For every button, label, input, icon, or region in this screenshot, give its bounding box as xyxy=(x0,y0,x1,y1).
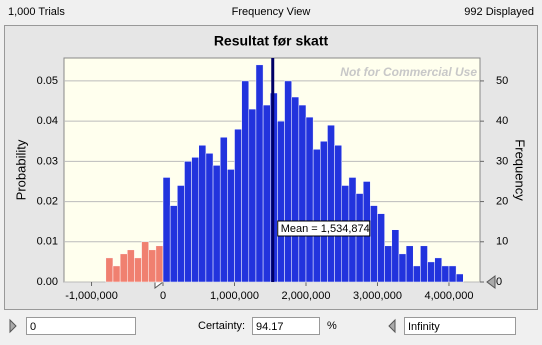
bar xyxy=(284,80,292,283)
displayed: 992 Displayed xyxy=(464,6,534,18)
y2-axis-label: Frequency xyxy=(513,139,528,201)
x-tick-label: 2,000,000 xyxy=(282,290,331,302)
bar xyxy=(262,104,271,283)
lower-arrow[interactable] xyxy=(9,318,17,334)
bar xyxy=(427,261,435,283)
x-tick-label: 3,000,000 xyxy=(353,290,402,302)
certainty-input[interactable]: 94.17 xyxy=(252,317,320,335)
y-tick-label: 0.04 xyxy=(37,115,58,127)
bar xyxy=(205,153,214,283)
bar xyxy=(141,241,149,283)
bar xyxy=(370,205,378,283)
y-tick-label: 0.01 xyxy=(37,236,58,248)
bar xyxy=(420,245,428,283)
bar xyxy=(377,213,385,283)
y-tick-label: 0.03 xyxy=(37,155,58,167)
bar xyxy=(198,145,207,283)
bar xyxy=(134,257,142,283)
bar xyxy=(184,161,192,283)
bar xyxy=(212,165,221,283)
bar xyxy=(248,108,257,283)
bar xyxy=(177,185,185,283)
bar xyxy=(112,265,121,283)
y2-tick-label: 30 xyxy=(496,155,508,167)
bar xyxy=(412,265,421,283)
mean-label-box xyxy=(277,220,371,237)
bar xyxy=(169,205,178,283)
bar xyxy=(391,229,400,283)
upper-arrow[interactable] xyxy=(388,318,396,334)
bar xyxy=(255,64,264,283)
y2-tick-label: 20 xyxy=(496,195,508,207)
bar xyxy=(398,253,407,283)
certainty-label: Certainty: xyxy=(198,320,246,332)
lower-input[interactable]: 0 xyxy=(26,317,136,335)
bar xyxy=(148,249,157,283)
bar xyxy=(227,169,235,283)
mean-label: Mean = 1,534,874 xyxy=(281,223,370,235)
percent: % xyxy=(327,320,337,332)
x-tick-label: 0 xyxy=(160,290,166,302)
bar xyxy=(405,245,414,283)
upper-slider[interactable] xyxy=(486,275,496,289)
y2-tick-label: 40 xyxy=(496,115,508,127)
view: Frequency View xyxy=(232,6,311,18)
watermark: Not for Commercial Use xyxy=(340,65,477,79)
bar xyxy=(155,245,164,283)
y-tick-label: 0.02 xyxy=(37,195,58,207)
bar xyxy=(327,124,335,283)
y-tick-label: 0.00 xyxy=(37,276,58,288)
bar xyxy=(334,145,342,283)
y2-tick-label: 50 xyxy=(496,75,508,87)
y-axis-label: Probability xyxy=(13,139,28,200)
bar xyxy=(305,116,314,283)
bar xyxy=(127,249,135,283)
bar xyxy=(234,128,242,283)
bar xyxy=(191,157,200,283)
bar xyxy=(355,193,364,283)
bar xyxy=(219,136,228,283)
bar xyxy=(241,80,250,283)
bar xyxy=(277,120,285,283)
bar xyxy=(384,245,393,283)
bar xyxy=(455,273,464,283)
x-tick-label: 4,000,000 xyxy=(425,290,474,302)
bar xyxy=(441,265,450,283)
x-tick-label: 1,000,000 xyxy=(210,290,259,302)
bar xyxy=(291,96,300,283)
bar xyxy=(448,265,457,283)
trials: 1,000 Trials xyxy=(8,6,65,18)
upper-input[interactable]: Infinity xyxy=(404,317,516,335)
y-tick-label: 0.05 xyxy=(37,75,58,87)
bar xyxy=(119,253,128,283)
bar xyxy=(312,149,321,283)
bar xyxy=(162,177,171,283)
bar xyxy=(320,140,328,283)
x-tick-label: -1,000,000 xyxy=(65,290,118,302)
y2-tick-label: 10 xyxy=(496,236,508,248)
bar xyxy=(434,257,443,283)
chart-title: Resultat før skatt xyxy=(214,33,329,49)
bar xyxy=(298,104,307,283)
bar xyxy=(105,257,114,283)
y2-tick-label: 0 xyxy=(496,276,502,288)
